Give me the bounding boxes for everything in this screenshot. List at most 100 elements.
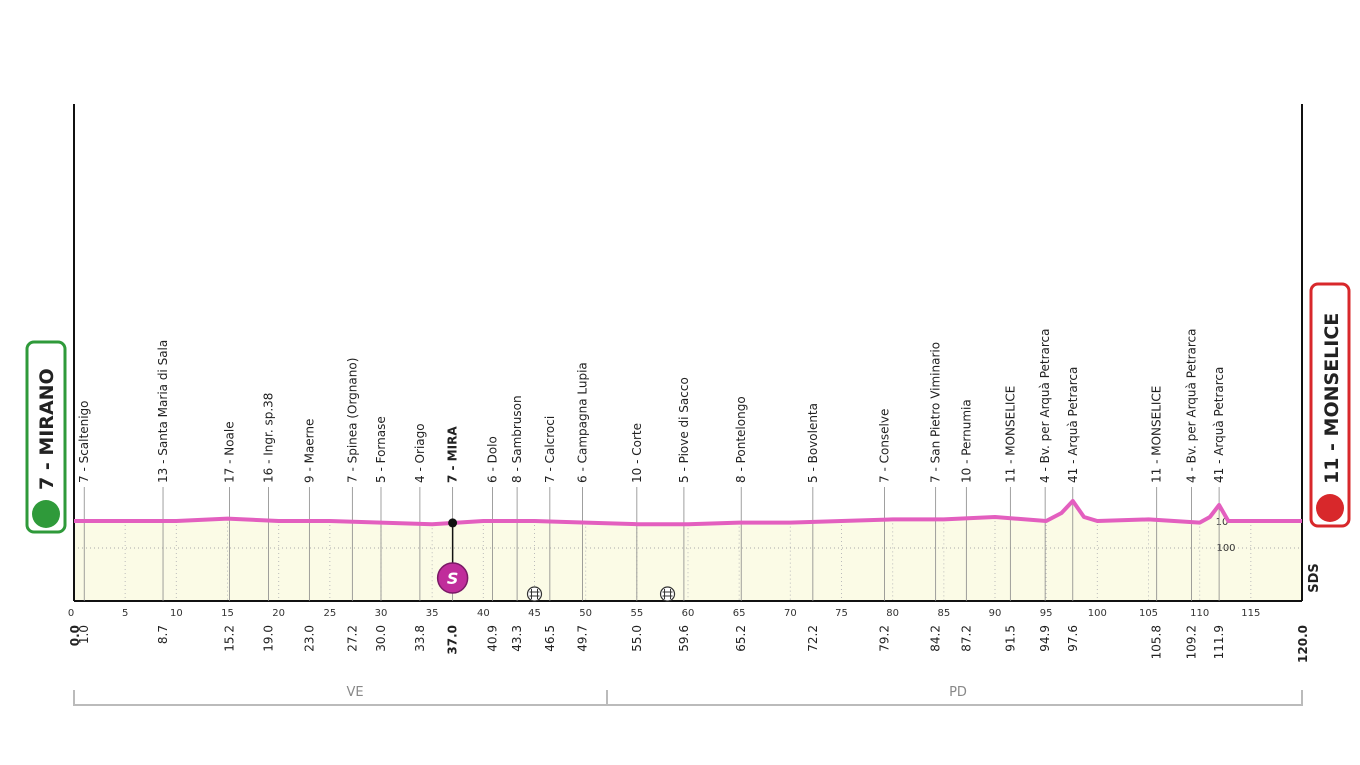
waypoint-name: 9 - Maerne (302, 419, 316, 483)
start-icon (32, 500, 60, 528)
waypoint-km: 109.2 (1184, 625, 1198, 659)
level-crossing-glyph (662, 589, 673, 599)
waypoint-name: 41 - Arquà Petrarca (1212, 367, 1226, 483)
start-km: 0.0 (68, 625, 82, 646)
waypoint-name: 5 - Fornase (374, 416, 388, 483)
waypoint-name: 7 - Conselve (877, 409, 891, 483)
waypoint-name: 6 - Campagna Lupia (576, 362, 590, 483)
scale-label: 100 (1216, 543, 1235, 554)
sprint-label: S (447, 569, 459, 588)
waypoint-km: 33.8 (413, 625, 427, 652)
x-tick-label: 80 (886, 608, 899, 619)
x-tick-label: 15 (221, 608, 234, 619)
waypoint-km: 23.0 (302, 625, 316, 652)
profile-line (74, 499, 1302, 527)
start-badge: 7 - MIRANO (25, 340, 67, 534)
waypoint-km: 105.8 (1150, 625, 1164, 659)
finish-icon (1316, 494, 1344, 522)
waypoint-km: 19.0 (261, 625, 275, 652)
waypoint-name: 4 - Oriago (413, 423, 427, 483)
waypoint-name: 8 - Sambruson (510, 395, 524, 483)
region-bracket: VE PD (73, 685, 1303, 706)
waypoint-km: 65.2 (734, 625, 748, 652)
level-crossing (659, 586, 676, 602)
region-label: PD (949, 685, 967, 700)
waypoint-name: 16 - Ingr. sp.38 (261, 393, 275, 483)
x-tick-label: 55 (630, 608, 643, 619)
start-box (25, 340, 67, 534)
x-tick-label: 5 (122, 608, 128, 619)
waypoint-name: 5 - Piove di Sacco (677, 377, 691, 483)
waypoint-km: 84.2 (929, 625, 943, 652)
logo: SDS (1307, 563, 1322, 593)
waypoint-name: 4 - Bv. per Arquà Petrarca (1184, 329, 1198, 484)
waypoint-km: 87.2 (959, 625, 973, 652)
finish-badge: 11 - MONSELICE (1309, 282, 1351, 528)
waypoint-km: 1.0 (77, 625, 91, 644)
waypoint-km: 37.0 (446, 625, 460, 655)
waypoint-name: 13 - Santa Maria di Sala (156, 340, 170, 483)
finish-km: 120.0 (1296, 625, 1310, 663)
start-name: 7 - MIRANO (36, 368, 58, 490)
x-tick-label: 20 (272, 608, 285, 619)
finish-name: 11 - MONSELICE (1321, 313, 1343, 484)
waypoint-km: 91.5 (1003, 625, 1017, 652)
finish-box (1309, 282, 1351, 528)
waypoint-name: 11 - MONSELICE (1150, 386, 1164, 483)
waypoint-name: 10 - Pernumia (959, 399, 973, 483)
waypoint-name: 7 - Calcroci (543, 416, 557, 483)
waypoint-name: 41 - Arquà Petrarca (1066, 367, 1080, 483)
x-tick-label: 35 (426, 608, 439, 619)
waypoint-km: 97.6 (1066, 625, 1080, 652)
sprint-dot (448, 518, 458, 528)
x-tick-label: 50 (579, 608, 592, 619)
waypoint-km: 111.9 (1212, 625, 1226, 659)
waypoint-name: 4 - Bv. per Arquà Petrarca (1038, 329, 1052, 484)
waypoint-km: 55.0 (630, 625, 644, 652)
waypoint-km: 27.2 (345, 625, 359, 652)
x-tick-label: 90 (989, 608, 1002, 619)
waypoint-name: 10 - Corte (630, 423, 644, 483)
waypoint-name: 5 - Bovolenta (806, 403, 820, 483)
waypoint-km: 79.2 (877, 625, 891, 652)
waypoint-name: 8 - Pontelongo (734, 396, 748, 483)
x-tick-label: 85 (937, 608, 950, 619)
x-tick-label: 105 (1139, 608, 1158, 619)
waypoint-name: 6 - Dolo (486, 436, 500, 483)
x-tick-label: 45 (528, 608, 541, 619)
waypoint-km: 15.2 (223, 625, 237, 652)
waypoint-name: 7 - Scaltenigo (77, 401, 91, 483)
x-tick-label: 110 (1190, 608, 1209, 619)
x-tick-label: 70 (784, 608, 797, 619)
x-tick-label: 10 (170, 608, 183, 619)
region-label: VE (346, 685, 363, 700)
waypoint-name: 7 - MIRA (446, 426, 460, 483)
waypoint-name: 7 - San Pietro Viminario (929, 342, 943, 483)
scale-label: 10 (1216, 517, 1229, 528)
waypoint-name: 11 - MONSELICE (1003, 386, 1017, 483)
x-tick-label: 100 (1088, 608, 1107, 619)
x-tick-label: 30 (375, 608, 388, 619)
waypoint-km: 59.6 (677, 625, 691, 652)
waypoint-km: 40.9 (486, 625, 500, 652)
bracket (73, 690, 1303, 706)
x-tick-label: 75 (835, 608, 848, 619)
x-tick-label: 25 (323, 608, 336, 619)
waypoint-km: 43.3 (510, 625, 524, 652)
waypoint-km: 94.9 (1038, 625, 1052, 652)
waypoint-km: 8.7 (156, 625, 170, 644)
waypoint-km: 49.7 (576, 625, 590, 652)
x-tick-label: 60 (682, 608, 695, 619)
waypoint-km: 46.5 (543, 625, 557, 652)
x-tick-label: 65 (733, 608, 746, 619)
waypoint-name: 17 - Noale (223, 421, 237, 483)
waypoint-km: 30.0 (374, 625, 388, 652)
waypoint-km: 72.2 (806, 625, 820, 652)
level-crossing (526, 586, 543, 602)
level-crossing-glyph (529, 589, 540, 599)
sprint-icon (436, 562, 469, 594)
x-tick-label: 0 (68, 608, 74, 619)
x-tick-label: 40 (477, 608, 490, 619)
